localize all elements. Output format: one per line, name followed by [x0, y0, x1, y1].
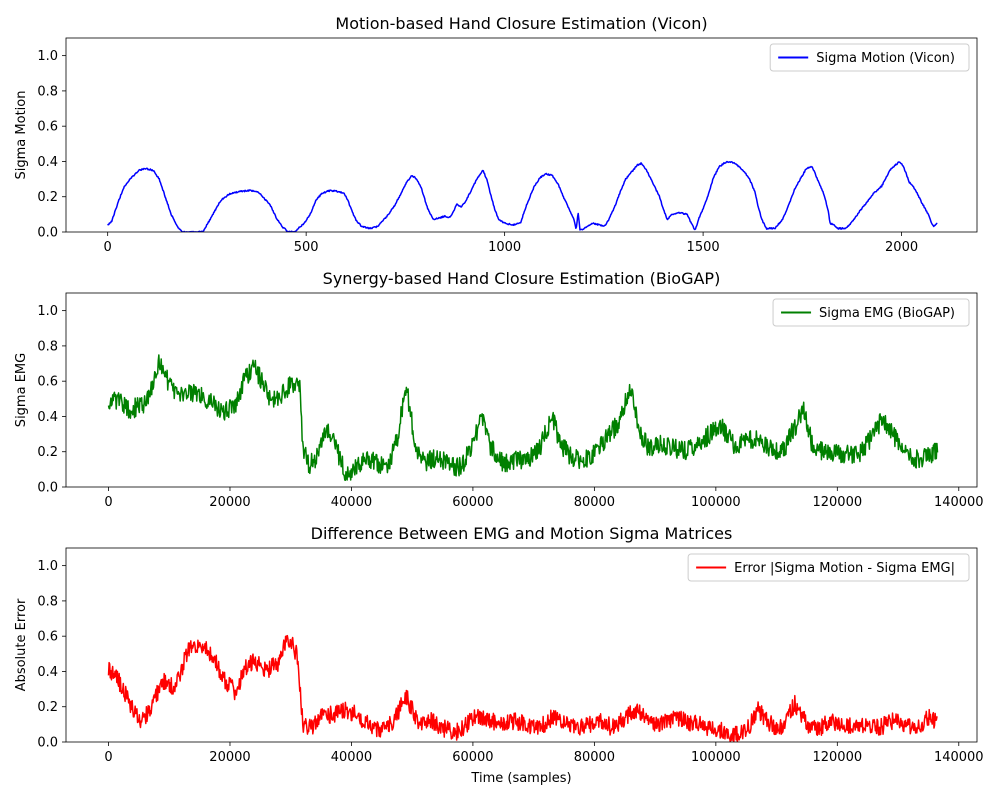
y-axis-label: Sigma EMG: [14, 353, 29, 427]
legend-label: Error |Sigma Motion - Sigma EMG|: [734, 561, 955, 576]
y-tick-label: 0.2: [37, 190, 58, 205]
x-tick-label: 2000: [885, 240, 918, 255]
legend-box: [772, 298, 970, 327]
x-tick-label: 60000: [452, 495, 493, 510]
x-tick-label: 20000: [209, 750, 250, 765]
y-tick-label: 0.6: [37, 120, 58, 135]
chart-title: Synergy-based Hand Closure Estimation (B…: [323, 269, 721, 288]
x-axis-label: Time (samples): [470, 771, 571, 786]
chart-title: Motion-based Hand Closure Estimation (Vi…: [335, 14, 707, 33]
legend-label: Sigma Motion (Vicon): [816, 51, 955, 66]
legend-box: [687, 553, 970, 582]
x-tick-label: 120000: [812, 495, 862, 510]
y-tick-label: 0.6: [37, 375, 58, 390]
x-tick-label: 140000: [934, 495, 984, 510]
x-tick-label: 100000: [691, 495, 741, 510]
axes-frame: [65, 292, 978, 488]
chart-panel-3: 0 20000 40000 60000 80000 100000 120000 140000 0…: [14, 524, 984, 786]
y-tick-label: 0.2: [37, 445, 58, 460]
y-tick-label: 0.4: [37, 155, 58, 170]
y-tick-label: 1.0: [37, 559, 58, 574]
x-tick-label: 40000: [331, 495, 372, 510]
legend: Error |Sigma Motion - Sigma EMG|: [687, 553, 970, 582]
axes-frame: [65, 547, 978, 743]
y-tick-label: 0.6: [37, 630, 58, 645]
y-tick-label: 0.4: [37, 665, 58, 680]
y-tick-label: 0.4: [37, 410, 58, 425]
x-tick-label: 1000: [488, 240, 521, 255]
y-tick-label: 0.8: [37, 594, 58, 609]
x-tick-label: 120000: [812, 750, 862, 765]
series-line-sigma-motion-vicon: [107, 160, 938, 232]
chart-panel-2: 0 20000 40000 60000 80000 100000 120000 140000 0…: [14, 269, 984, 510]
y-tick-label: 0.8: [37, 339, 58, 354]
y-axis-label: Sigma Motion: [14, 91, 29, 180]
y-tick-label: 1.0: [37, 304, 58, 319]
chart-panel-1: 0 500 1000 1500 2000 0.0 0.2 0.4 0.6 0.8 1.0 Motion…: [14, 14, 978, 255]
y-tick-label: 0.0: [37, 481, 58, 496]
x-tick-label: 40000: [331, 750, 372, 765]
x-tick-label: 20000: [209, 495, 250, 510]
y-tick-label: 0.2: [37, 700, 58, 715]
x-tick-label: 0: [104, 240, 112, 255]
y-tick-label: 0.0: [37, 736, 58, 751]
legend-label: Sigma EMG (BioGAP): [819, 306, 955, 321]
y-axis-label: Absolute Error: [14, 598, 29, 691]
series-line-sigma-emg-biogap: [107, 354, 939, 482]
x-tick-label: 0: [104, 750, 112, 765]
legend: Sigma Motion (Vicon): [769, 43, 970, 72]
x-tick-label: 80000: [574, 495, 615, 510]
axes-frame: [65, 37, 978, 233]
y-tick-label: 0.8: [37, 84, 58, 99]
chart-title: Difference Between EMG and Motion Sigma …: [311, 524, 733, 543]
legend: Sigma EMG (BioGAP): [772, 298, 970, 327]
y-tick-label: 1.0: [37, 49, 58, 64]
x-tick-label: 100000: [691, 750, 741, 765]
x-tick-label: 500: [294, 240, 319, 255]
x-tick-label: 60000: [452, 750, 493, 765]
x-tick-label: 0: [104, 495, 112, 510]
legend-box: [769, 43, 970, 72]
x-tick-label: 1500: [687, 240, 720, 255]
x-tick-label: 80000: [574, 750, 615, 765]
series-line-error-sigma-motion-sigma-emg: [107, 634, 938, 742]
y-tick-label: 0.0: [37, 226, 58, 241]
x-tick-label: 140000: [934, 750, 984, 765]
